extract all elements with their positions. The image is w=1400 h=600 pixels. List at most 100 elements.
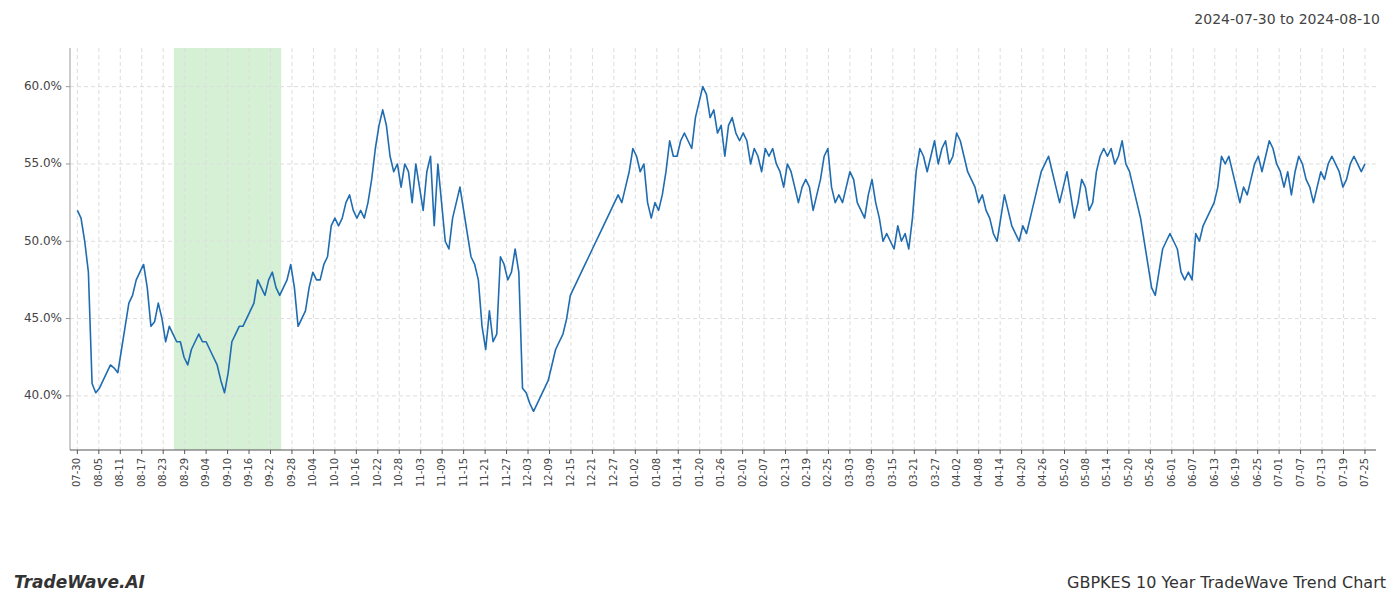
x-tick-label: 04-20 [1016,458,1027,487]
x-tick [163,450,164,454]
x-tick-label: 02-19 [801,458,812,487]
x-tick [935,450,936,454]
x-tick-label: 03-21 [908,458,919,487]
x-grid-line [377,48,378,450]
x-tick [485,450,486,454]
x-tick [1107,450,1108,454]
y-tick [66,318,70,319]
x-tick-label: 04-08 [973,458,984,487]
title: GBPKES 10 Year TradeWave Trend Chart [1067,573,1386,592]
x-tick [1150,450,1151,454]
x-tick [334,450,335,454]
x-tick [785,450,786,454]
x-tick [549,450,550,454]
x-grid-line [399,48,400,450]
x-tick [635,450,636,454]
x-grid-line [978,48,979,450]
x-tick-label: 11-09 [436,458,447,487]
x-tick [528,450,529,454]
trend-line [77,87,1365,412]
x-grid-line [1150,48,1151,450]
x-tick-label: 08-05 [93,458,104,487]
x-tick-label: 09-22 [264,458,275,487]
x-tick [914,450,915,454]
x-tick [270,450,271,454]
highlight-region [174,48,281,450]
x-tick-label: 03-15 [887,458,898,487]
x-tick-label: 12-03 [522,458,533,487]
x-grid-line [1193,48,1194,450]
x-grid-line [785,48,786,450]
x-axis-line [70,450,1376,451]
x-tick-label: 05-14 [1101,458,1112,487]
x-tick [227,450,228,454]
x-tick-label: 06-19 [1230,458,1241,487]
x-tick-label: 12-21 [586,458,597,487]
x-tick-label: 09-10 [222,458,233,487]
x-tick-label: 02-01 [737,458,748,487]
grid [70,48,1376,450]
x-grid-line [1000,48,1001,450]
x-tick [1000,450,1001,454]
x-tick-label: 11-03 [415,458,426,487]
x-tick-label: 06-07 [1187,458,1198,487]
x-tick [356,450,357,454]
x-grid-line [1021,48,1022,450]
x-tick [1171,450,1172,454]
x-tick [1236,450,1237,454]
x-tick-label: 01-08 [651,458,662,487]
x-tick [592,450,593,454]
x-tick [463,450,464,454]
x-grid-line [549,48,550,450]
brand-annotation: TradeWave.AI [14,572,145,592]
x-tick-label: 04-26 [1037,458,1048,487]
y-tick-label: 50.0% [24,234,62,248]
x-tick [699,450,700,454]
x-tick-label: 10-04 [307,458,318,487]
x-grid-line [807,48,808,450]
x-grid-line [721,48,722,450]
x-tick [849,450,850,454]
x-grid-line [828,48,829,450]
x-grid-line [485,48,486,450]
x-tick [570,450,571,454]
x-tick-label: 01-20 [694,458,705,487]
x-tick [1300,450,1301,454]
x-grid-line [1300,48,1301,450]
x-tick-label: 01-02 [629,458,640,487]
x-tick-label: 05-20 [1123,458,1134,487]
x-grid-line [1236,48,1237,450]
x-tick-label: 03-09 [865,458,876,487]
x-tick-label: 05-26 [1144,458,1155,487]
x-tick-label: 02-25 [822,458,833,487]
y-axis-line [70,48,71,450]
chart-container: 40.0%45.0%50.0%55.0%60.0%07-3008-0508-11… [0,0,1400,600]
x-grid-line [120,48,121,450]
x-grid-line [227,48,228,450]
x-tick [742,450,743,454]
subtitle: 2024-07-30 to 2024-08-10 [1194,11,1380,27]
x-grid-line [1085,48,1086,450]
x-tick [141,450,142,454]
x-tick-label: 12-27 [608,458,619,487]
x-tick [1193,450,1194,454]
x-tick [291,450,292,454]
y-grid-line [70,241,1376,242]
y-tick-label: 45.0% [24,311,62,325]
x-tick-label: 11-15 [458,458,469,487]
x-grid-line [1322,48,1323,450]
x-tick-label: 07-13 [1316,458,1327,487]
line-layer [77,87,1365,412]
x-grid-line [1064,48,1065,450]
x-tick-label: 04-14 [994,458,1005,487]
x-grid-line [1128,48,1129,450]
x-tick-label: 06-25 [1252,458,1263,487]
x-grid-line [871,48,872,450]
x-grid-line [935,48,936,450]
x-tick [120,450,121,454]
x-tick [206,450,207,454]
x-tick [1364,450,1365,454]
x-tick-label: 03-27 [930,458,941,487]
x-tick [1279,450,1280,454]
x-tick [506,450,507,454]
